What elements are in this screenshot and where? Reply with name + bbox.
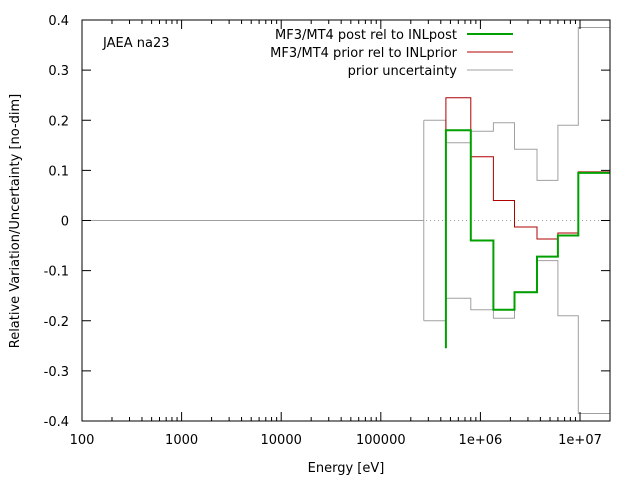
- x-tick-label: 10000: [261, 433, 302, 448]
- legend: MF3/MT4 post rel to INLpost MF3/MT4 prior…: [270, 28, 513, 79]
- y-tick-label: -0.2: [44, 315, 69, 330]
- y-tick-label: 0.3: [48, 64, 69, 79]
- x-tick-label: 100: [70, 433, 95, 448]
- x-tick-label: 100000: [356, 433, 406, 448]
- y-tick-label: -0.4: [44, 415, 69, 430]
- series-layer: [82, 27, 611, 414]
- legend-entry-prior-label: MF3/MT4 prior rel to INLprior: [270, 46, 457, 61]
- chart-annotation: JAEA na23: [102, 36, 170, 51]
- prior-uncertainty-lower: [423, 260, 610, 414]
- x-tick-label: 1000: [165, 433, 198, 448]
- y-tick-label: 0.4: [48, 14, 69, 29]
- legend-entry-uncertainty-label: prior uncertainty: [348, 64, 458, 79]
- prior-variation-line: [445, 97, 610, 291]
- x-tick-label: 1e+07: [558, 433, 602, 448]
- legend-entry-post-label: MF3/MT4 post rel to INLpost: [275, 28, 457, 43]
- y-tick-label: 0.1: [48, 164, 69, 179]
- y-axis-label: Relative Variation/Uncertainty [no-dim]: [8, 94, 23, 349]
- x-tick-label: 1e+06: [459, 433, 503, 448]
- prior-uncertainty-upper: [423, 27, 610, 181]
- y-tick-label: 0.2: [48, 114, 69, 129]
- y-tick-label: -0.3: [44, 365, 69, 380]
- y-tick-label: -0.1: [44, 265, 69, 280]
- x-axis-label: Energy [eV]: [308, 461, 385, 476]
- post-variation-line: [444, 129, 610, 349]
- y-tick-label: 0: [61, 215, 69, 230]
